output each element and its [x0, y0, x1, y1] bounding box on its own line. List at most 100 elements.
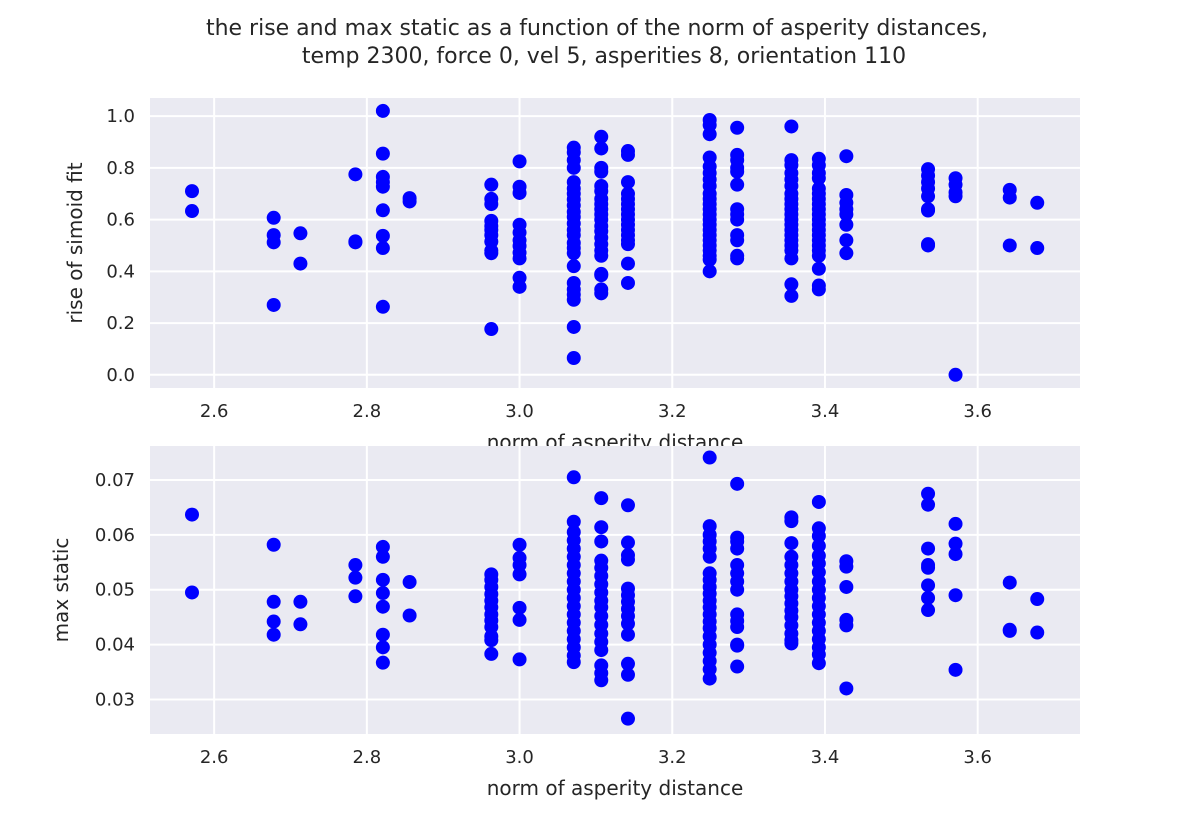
scatter-point: [594, 520, 609, 535]
figure-title-line-2: temp 2300, force 0, vel 5, asperities 8,…: [302, 44, 906, 69]
x-axis-label: norm of asperity distance: [487, 776, 744, 800]
scatter-point: [266, 627, 281, 642]
scatter-point: [566, 470, 581, 485]
x-tick-label: 3.0: [505, 401, 534, 422]
scatter-point: [784, 536, 799, 551]
scatter-point: [620, 711, 635, 726]
scatter-point: [1030, 625, 1045, 640]
scatter-point: [730, 638, 745, 653]
scatter-point: [266, 235, 281, 250]
scatter-point: [620, 656, 635, 671]
scatter-point: [948, 367, 963, 382]
scatter-point: [184, 585, 199, 600]
scatter-point: [921, 541, 936, 556]
scatter-point: [620, 498, 635, 513]
scatter-point: [948, 588, 963, 603]
scatter-point: [484, 322, 499, 337]
x-tick-label: 3.2: [658, 401, 687, 422]
scatter-point: [620, 627, 635, 642]
scatter-point: [375, 299, 390, 314]
scatter-point: [375, 539, 390, 554]
scatter-point: [811, 171, 826, 186]
scatter-point: [348, 167, 363, 182]
scatter-point: [594, 129, 609, 144]
scatter-point: [948, 662, 963, 677]
scatter-point: [375, 627, 390, 642]
scatter-point: [620, 667, 635, 682]
y-tick-label: 0.2: [106, 313, 135, 334]
scatter-point: [921, 590, 936, 605]
scatter-point: [948, 536, 963, 551]
scatter-point: [948, 189, 963, 204]
scatter-point: [921, 238, 936, 253]
scatter-point: [594, 286, 609, 301]
scatter-point: [266, 537, 281, 552]
scatter-point: [620, 535, 635, 550]
scatter-point: [839, 217, 854, 232]
scatter-point: [839, 559, 854, 574]
scatter-point: [702, 671, 717, 686]
scatter-point: [811, 282, 826, 297]
scatter-point: [702, 450, 717, 465]
max-static-scatter-panel: 2.6 2.8 3.0 3.2 3.4 3.6 0.03 0.04 0.05 0.06 0.07 no…: [49, 446, 1080, 800]
scatter-point: [921, 189, 936, 204]
scatter-point: [730, 476, 745, 491]
x-tick-label: 3.0: [505, 747, 534, 768]
y-tick-label: 0.04: [95, 635, 135, 656]
y-tick-label: 0.6: [106, 210, 135, 231]
scatter-point: [512, 154, 527, 169]
scatter-point: [594, 643, 609, 658]
scatter-point: [348, 589, 363, 604]
scatter-point: [566, 246, 581, 261]
scatter-point: [348, 235, 363, 250]
y-tick-label: 0.07: [95, 470, 135, 491]
scatter-point: [512, 251, 527, 266]
scatter-point: [484, 197, 499, 212]
scatter-point: [566, 319, 581, 334]
scatter-point: [512, 612, 527, 627]
scatter-point: [484, 646, 499, 661]
y-tick-label: 0.06: [95, 525, 135, 546]
scatter-point: [594, 141, 609, 156]
scatter-point: [1002, 238, 1017, 253]
scatter-point: [811, 528, 826, 543]
x-tick-label: 3.2: [658, 747, 687, 768]
scatter-point: [730, 541, 745, 556]
x-tick-label: 2.6: [200, 401, 229, 422]
scatter-point: [839, 618, 854, 633]
scatter-point: [266, 594, 281, 609]
scatter-point: [730, 212, 745, 227]
scatter-point: [811, 261, 826, 276]
scatter-point: [811, 656, 826, 671]
scatter-point: [566, 292, 581, 307]
scatter-point: [594, 673, 609, 688]
scatter-point: [375, 103, 390, 118]
scatter-point: [184, 507, 199, 522]
rise-scatter-panel: 2.6 2.8 3.0 3.2 3.4 3.60.00.20.40.60.81.0norm…: [63, 98, 1080, 454]
scatter-point: [184, 184, 199, 199]
figure-title-line-1: the rise and max static as a function of…: [206, 16, 988, 41]
scatter-point: [730, 164, 745, 179]
scatter-point: [184, 204, 199, 219]
scatter-point: [1030, 592, 1045, 607]
y-tick-label: 1.0: [106, 106, 135, 127]
scatter-point: [1030, 241, 1045, 256]
scatter-point: [811, 538, 826, 553]
scatter-point: [402, 608, 417, 623]
scatter-point: [375, 655, 390, 670]
y-axis-label: max static: [49, 538, 73, 643]
scatter-point: [566, 655, 581, 670]
scatter-point: [1002, 190, 1017, 205]
scatter-point: [266, 297, 281, 312]
scatter-point: [594, 491, 609, 506]
scatter-point: [730, 177, 745, 192]
scatter-point: [266, 210, 281, 225]
scatter-point: [620, 175, 635, 190]
scatter-point: [620, 147, 635, 162]
plot-area: [150, 98, 1080, 388]
scatter-point: [512, 567, 527, 582]
scatter-point: [921, 560, 936, 575]
scatter-point: [784, 251, 799, 266]
scatter-point: [948, 547, 963, 562]
